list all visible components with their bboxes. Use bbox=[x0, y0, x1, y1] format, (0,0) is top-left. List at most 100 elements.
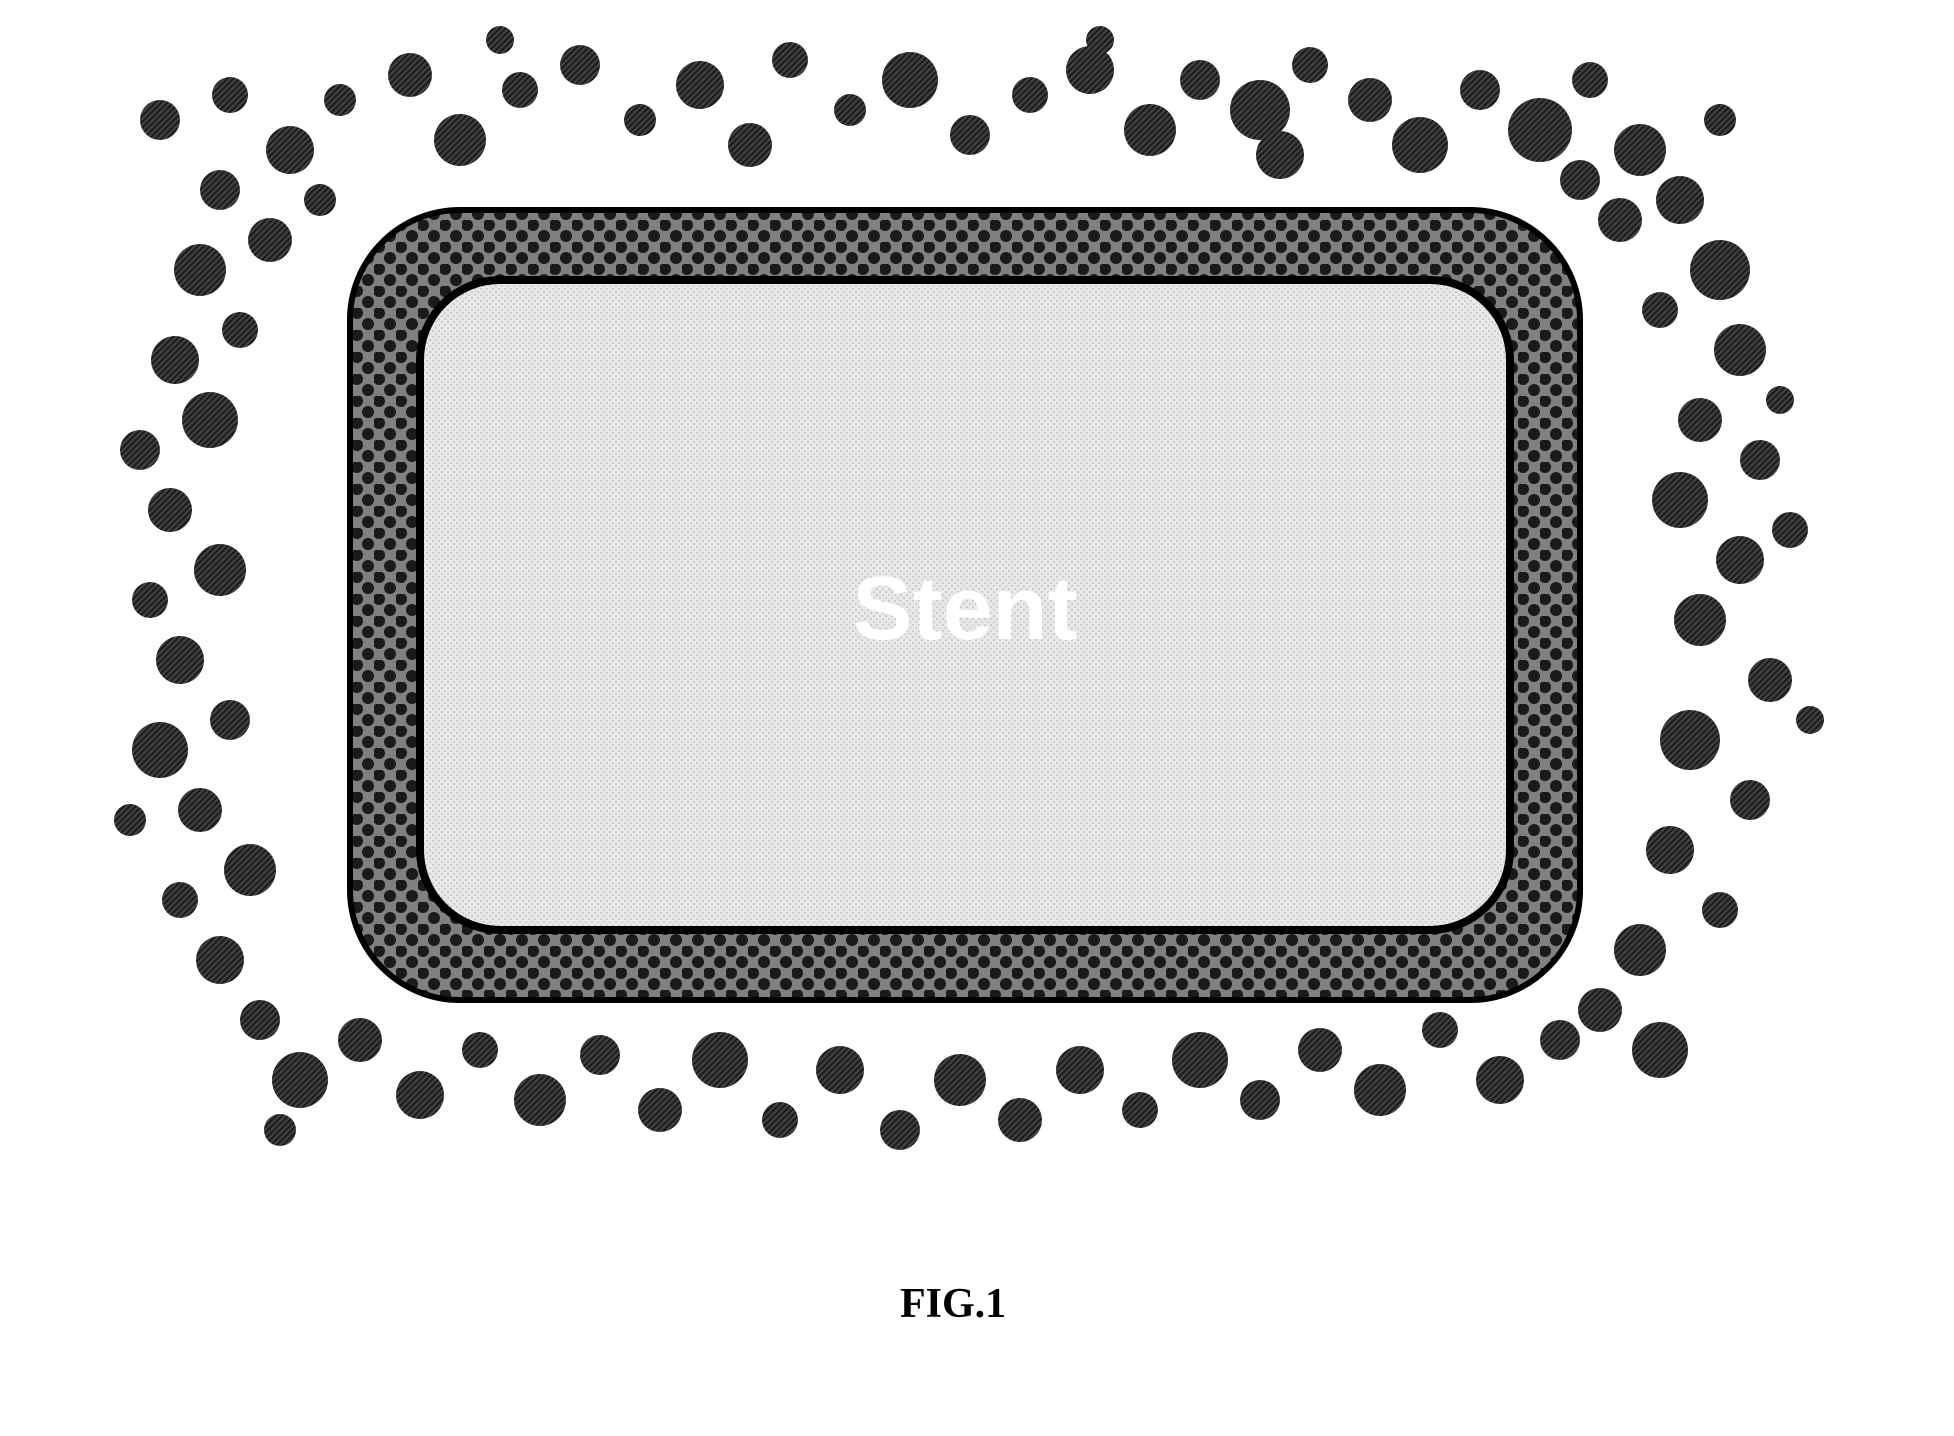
particle bbox=[728, 123, 772, 167]
particle bbox=[388, 53, 432, 97]
particle bbox=[462, 1032, 498, 1068]
particle bbox=[1056, 1046, 1104, 1094]
particle bbox=[1508, 98, 1572, 162]
particle bbox=[692, 1032, 748, 1088]
particle bbox=[1348, 78, 1392, 122]
particle bbox=[1796, 706, 1824, 734]
particle bbox=[624, 104, 656, 136]
particle bbox=[502, 72, 538, 108]
particle bbox=[178, 788, 222, 832]
particle bbox=[1256, 131, 1304, 179]
particle bbox=[950, 115, 990, 155]
particle bbox=[880, 1110, 920, 1150]
particle bbox=[324, 84, 356, 116]
particle bbox=[1124, 104, 1176, 156]
particle bbox=[580, 1035, 620, 1075]
particle bbox=[151, 336, 199, 384]
particle bbox=[1748, 658, 1792, 702]
particle bbox=[148, 488, 192, 532]
figure-caption: FIG.1 bbox=[900, 1280, 1006, 1328]
particle bbox=[934, 1054, 986, 1106]
particle bbox=[1240, 1080, 1280, 1120]
particle bbox=[114, 804, 146, 836]
particle bbox=[1012, 77, 1048, 113]
particle bbox=[1598, 198, 1642, 242]
particle bbox=[240, 1000, 280, 1040]
particle bbox=[212, 77, 248, 113]
particle bbox=[762, 1102, 798, 1138]
particle bbox=[264, 1114, 296, 1146]
particle bbox=[174, 244, 226, 296]
particle bbox=[1180, 60, 1220, 100]
particle bbox=[120, 430, 160, 470]
stent-diagram: Stent bbox=[0, 0, 1954, 1436]
particle bbox=[638, 1088, 682, 1132]
particle bbox=[560, 45, 600, 85]
particle bbox=[1298, 1028, 1342, 1072]
particle bbox=[266, 126, 314, 174]
particle bbox=[140, 100, 180, 140]
particle bbox=[1066, 46, 1114, 94]
particle bbox=[1660, 710, 1720, 770]
particle bbox=[1086, 26, 1114, 54]
particle bbox=[1476, 1056, 1524, 1104]
particle bbox=[1702, 892, 1738, 928]
particle bbox=[1674, 594, 1726, 646]
particle bbox=[224, 844, 276, 896]
particle bbox=[1614, 124, 1666, 176]
particle bbox=[998, 1098, 1042, 1142]
particle bbox=[882, 52, 938, 108]
particle bbox=[222, 312, 258, 348]
particle bbox=[1690, 240, 1750, 300]
particle bbox=[1392, 117, 1448, 173]
particle bbox=[396, 1071, 444, 1119]
particle bbox=[338, 1018, 382, 1062]
particle bbox=[1540, 1020, 1580, 1060]
particle bbox=[132, 722, 188, 778]
particle bbox=[834, 94, 866, 126]
particle bbox=[816, 1046, 864, 1094]
particle bbox=[196, 936, 244, 984]
particle bbox=[248, 218, 292, 262]
particle bbox=[210, 700, 250, 740]
particle bbox=[1730, 780, 1770, 820]
particle bbox=[1560, 160, 1600, 200]
particle bbox=[272, 1052, 328, 1108]
particle bbox=[1632, 1022, 1688, 1078]
particle bbox=[182, 392, 238, 448]
particle bbox=[486, 26, 514, 54]
particle bbox=[676, 61, 724, 109]
particle bbox=[1646, 826, 1694, 874]
stent-label: Stent bbox=[853, 559, 1078, 659]
particle bbox=[434, 114, 486, 166]
particle bbox=[132, 582, 168, 618]
particle bbox=[1772, 512, 1808, 548]
particle bbox=[1652, 472, 1708, 528]
particle bbox=[156, 636, 204, 684]
particle bbox=[304, 184, 336, 216]
particle bbox=[1656, 176, 1704, 224]
particle bbox=[200, 170, 240, 210]
particle bbox=[514, 1074, 566, 1126]
particle bbox=[1172, 1032, 1228, 1088]
particle bbox=[162, 882, 198, 918]
particle bbox=[194, 544, 246, 596]
particle bbox=[1716, 536, 1764, 584]
particle bbox=[1704, 104, 1736, 136]
particle bbox=[1292, 47, 1328, 83]
particle bbox=[1422, 1012, 1458, 1048]
particle bbox=[1642, 292, 1678, 328]
particle bbox=[1122, 1092, 1158, 1128]
particle bbox=[1740, 440, 1780, 480]
figure-canvas: Stent FIG.1 bbox=[0, 0, 1954, 1436]
particle bbox=[1578, 988, 1622, 1032]
particle bbox=[1766, 386, 1794, 414]
particle bbox=[1230, 80, 1290, 140]
particle bbox=[1354, 1064, 1406, 1116]
particle bbox=[1614, 924, 1666, 976]
particle bbox=[772, 42, 808, 78]
particle bbox=[1460, 70, 1500, 110]
particle bbox=[1678, 398, 1722, 442]
particle bbox=[1572, 62, 1608, 98]
particle bbox=[1714, 324, 1766, 376]
